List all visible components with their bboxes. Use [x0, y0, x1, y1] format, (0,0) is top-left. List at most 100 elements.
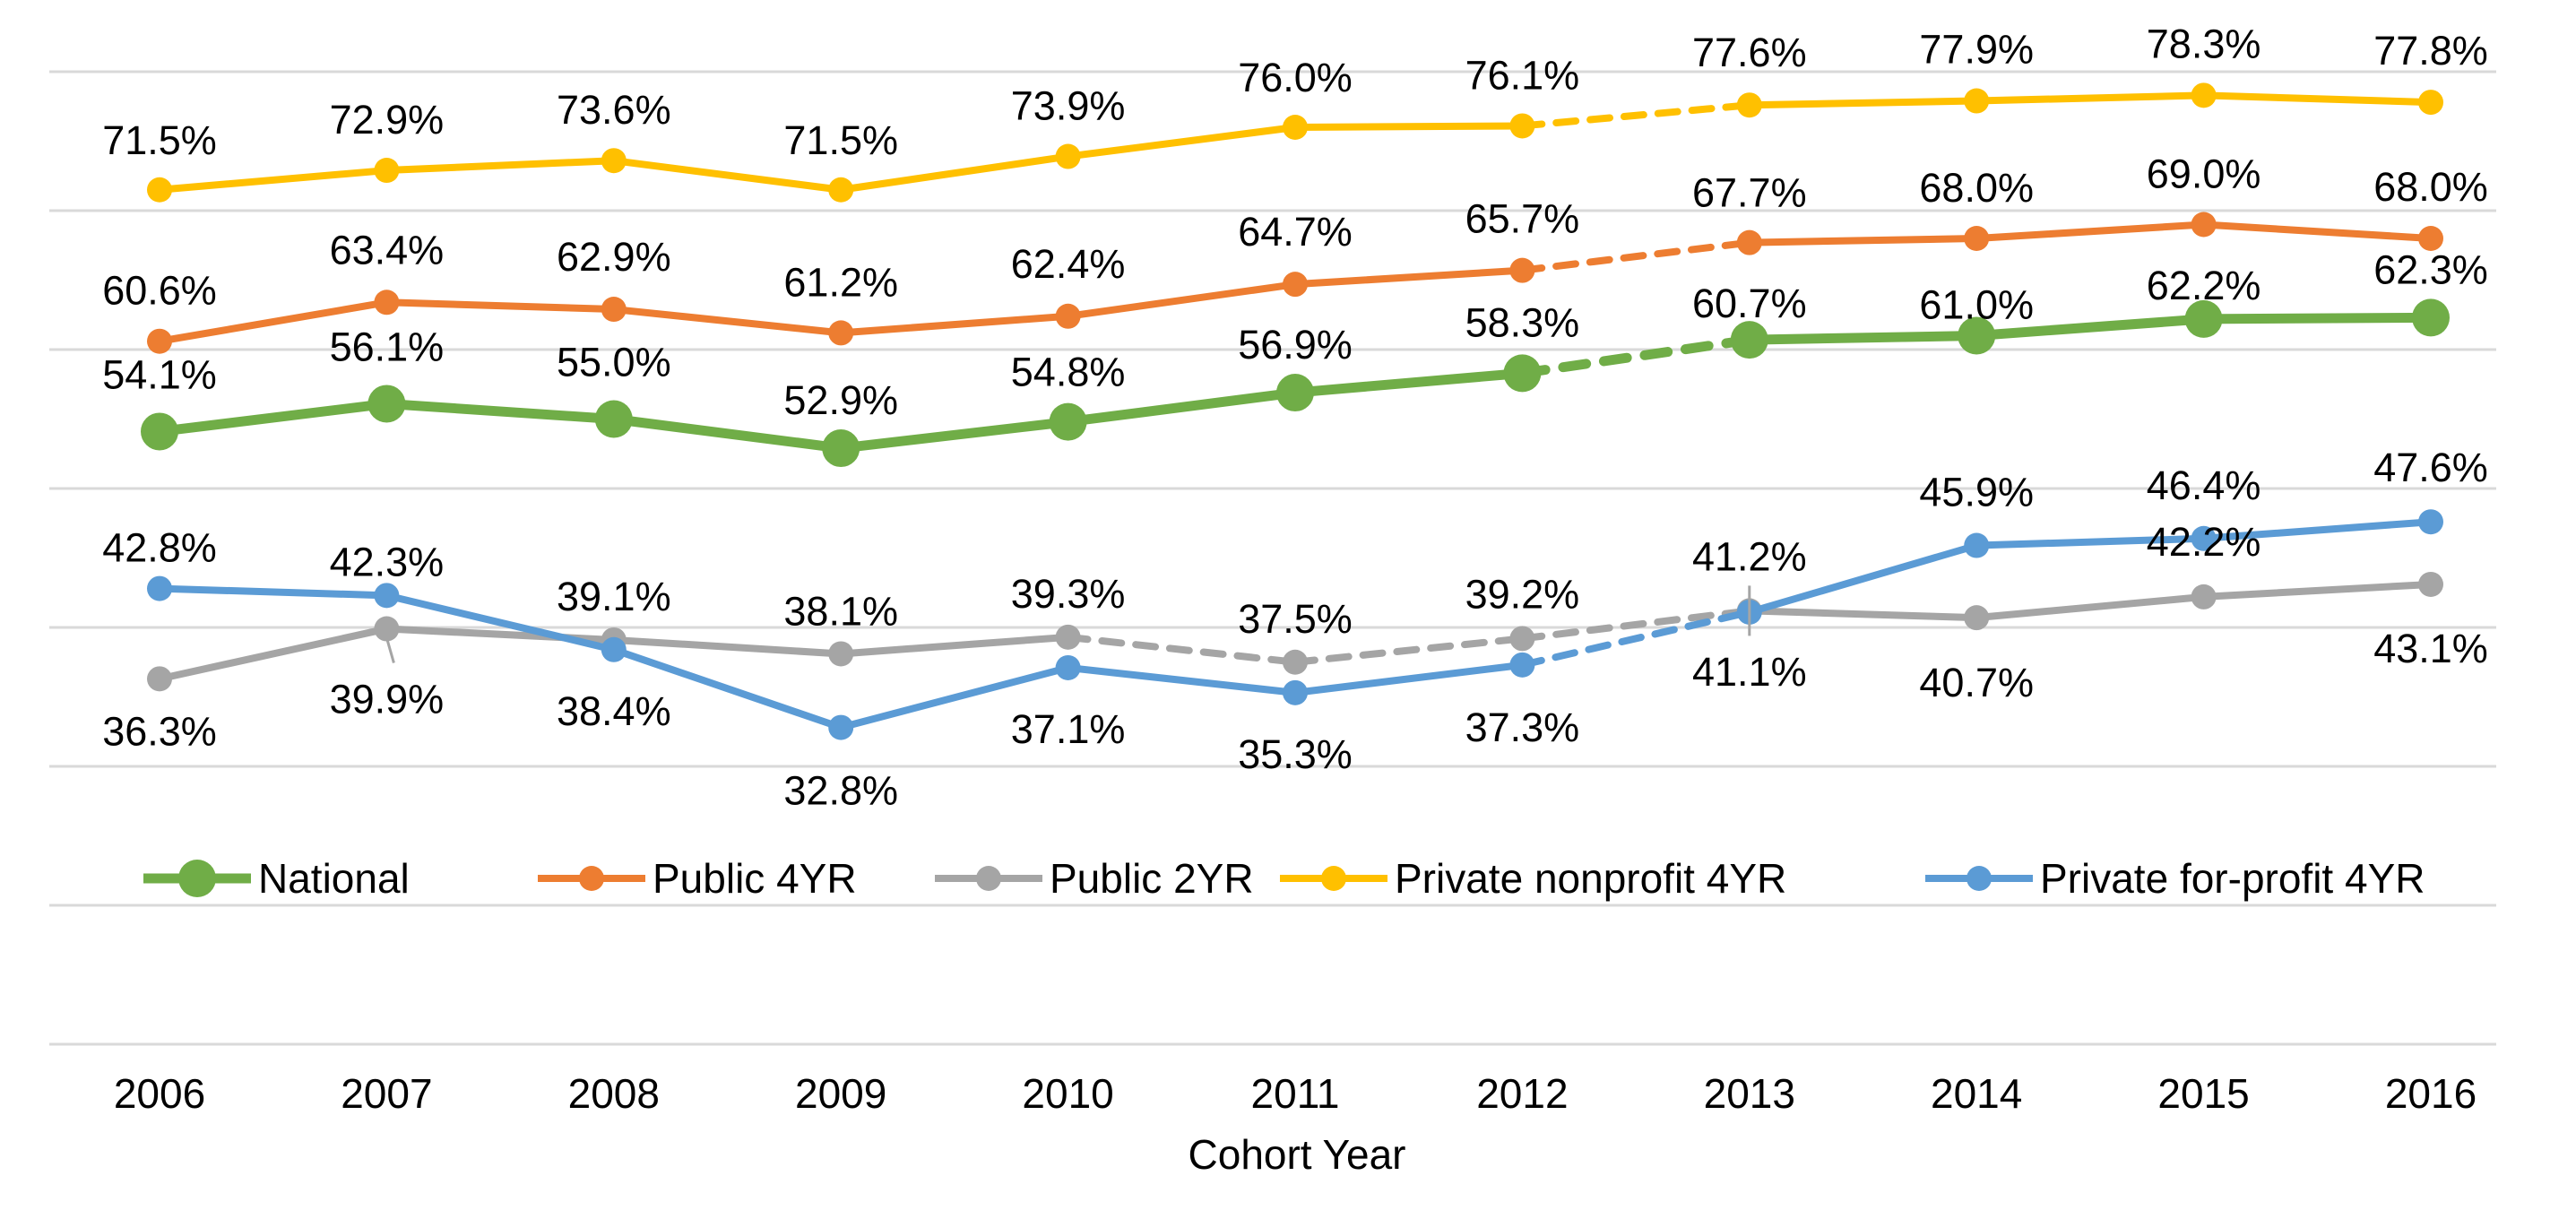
marker-private-nonprofit-4yr-2012 — [1509, 113, 1535, 139]
legend-label-public-4yr: Public 4YR — [653, 855, 857, 902]
x-tick-label-2013: 2013 — [1704, 1070, 1795, 1117]
line-segment-national-2 — [609, 414, 846, 454]
data-label-private-nonprofit-4yr-2015: 78.3% — [2147, 21, 2261, 66]
line-segment-public-2yr-2 — [609, 635, 845, 658]
marker-private-nonprofit-4yr-2008 — [601, 148, 627, 174]
marker-national-2016 — [2412, 298, 2450, 337]
line-segment-public-4yr-8 — [1973, 220, 2208, 242]
line-segment-private-for-profit-4yr-2 — [609, 645, 845, 731]
marker-national-2008 — [594, 400, 633, 438]
line-segment-public-2yr-3 — [837, 633, 1072, 658]
legend-item-public-2yr: Public 2YR — [935, 855, 1254, 902]
data-label-public-2yr-2012: 39.2% — [1465, 571, 1580, 617]
marker-public-2yr-2012 — [1509, 626, 1535, 652]
data-label-public-4yr-2015: 69.0% — [2147, 151, 2261, 197]
marker-national-2013 — [1730, 321, 1768, 359]
marker-private-for-profit-4yr-2016 — [2418, 509, 2443, 535]
line-segment-national-0 — [154, 398, 392, 437]
x-tick-label-2010: 2010 — [1022, 1070, 1113, 1117]
data-label-private-for-profit-4yr-2011: 35.3% — [1238, 731, 1353, 777]
data-label-private-nonprofit-4yr-2013: 77.6% — [1692, 30, 1807, 75]
data-label-public-2yr-2006: 36.3% — [102, 708, 217, 754]
data-label-private-nonprofit-4yr-2016: 77.8% — [2373, 28, 2488, 73]
data-label-national-2013: 60.7% — [1692, 281, 1807, 326]
marker-private-nonprofit-4yr-2010 — [1055, 143, 1081, 169]
marker-public-2yr-2015 — [2191, 584, 2217, 610]
x-axis: 2006 2007 2008 2009 2010 2011 2012 2013 2014 2015… — [114, 1070, 2477, 1117]
data-label-public-2yr-2014: 40.7% — [1919, 660, 2034, 705]
data-label-private-nonprofit-4yr-2009: 71.5% — [783, 117, 898, 163]
line-segment-private-nonprofit-4yr-9 — [2200, 91, 2434, 107]
marker-private-nonprofit-4yr-2014 — [1964, 88, 1990, 114]
marker-public-2yr-2006 — [147, 666, 172, 692]
marker-public-4yr-2010 — [1055, 303, 1081, 329]
line-segment-national-5 — [1290, 367, 1527, 398]
line-segment-private-for-profit-4yr-7 — [1745, 541, 1981, 616]
marker-private-nonprofit-4yr-2013 — [1736, 92, 1762, 118]
data-label-private-for-profit-4yr-2012: 37.3% — [1465, 705, 1580, 750]
data-label-national-2006: 54.1% — [102, 351, 217, 397]
data-label-public-2yr-2011: 37.5% — [1238, 596, 1353, 642]
marker-public-4yr-2009 — [828, 320, 854, 346]
line-segment-public-2yr-9 — [2200, 580, 2434, 601]
marker-public-2yr-2014 — [1964, 605, 1990, 631]
line-segment-private-for-profit-4yr-3 — [837, 663, 1072, 731]
line-segment-public-4yr-2 — [609, 306, 845, 337]
data-label-private-nonprofit-4yr-2007: 72.9% — [330, 97, 445, 143]
marker-public-2yr-2010 — [1055, 624, 1081, 650]
series-public-4yr — [147, 212, 2443, 354]
marker-national-2009 — [822, 429, 860, 468]
data-label-public-4yr-2016: 68.0% — [2373, 164, 2488, 210]
line-segment-public-2yr-0 — [156, 625, 391, 683]
data-label-private-nonprofit-4yr-2006: 71.5% — [102, 117, 217, 163]
data-label-national-2016: 62.3% — [2373, 246, 2488, 292]
x-tick-label-2016: 2016 — [2385, 1070, 2477, 1117]
line-segment-public-2yr-5 — [1292, 635, 1526, 666]
marker-private-for-profit-4yr-2014 — [1964, 532, 1990, 558]
line-segment-national-6 — [1517, 334, 1755, 378]
marker-private-for-profit-4yr-2007 — [374, 583, 400, 609]
marker-private-for-profit-4yr-2011 — [1283, 679, 1308, 705]
line-segment-national-1 — [381, 398, 619, 424]
x-tick-label-2008: 2008 — [568, 1070, 660, 1117]
data-label-private-nonprofit-4yr-2008: 73.6% — [557, 87, 671, 133]
series-private-nonprofit-4yr — [147, 82, 2443, 203]
data-label-national-2007: 56.1% — [330, 324, 445, 369]
marker-public-4yr-2006 — [147, 328, 172, 354]
line-segment-private-for-profit-4yr-8 — [1973, 534, 2208, 549]
line-segment-private-for-profit-4yr-9 — [2200, 518, 2434, 542]
line-segment-public-2yr-7 — [1745, 607, 1981, 622]
marker-public-4yr-2014 — [1964, 226, 1990, 251]
data-label-private-for-profit-4yr-2006: 42.8% — [102, 525, 217, 571]
marker-national-2011 — [1276, 374, 1314, 412]
marker-public-2yr-2007 — [374, 616, 400, 642]
data-label-national-2012: 58.3% — [1465, 299, 1580, 345]
line-segment-private-nonprofit-4yr-2 — [609, 157, 845, 194]
legend-label-private-for-profit-4yr: Private for-profit 4YR — [2040, 855, 2425, 902]
marker-public-4yr-2008 — [601, 297, 627, 323]
data-label-private-for-profit-4yr-2008: 38.4% — [557, 688, 671, 734]
line-segment-public-2yr-4 — [1064, 633, 1299, 666]
legend-item-private-for-profit-4yr: Private for-profit 4YR — [1925, 855, 2425, 902]
gridlines — [49, 70, 2496, 1046]
data-label-national-2014: 61.0% — [1919, 282, 2034, 328]
data-label-private-nonprofit-4yr-2014: 77.9% — [1919, 27, 2034, 73]
line-segment-public-4yr-4 — [1064, 281, 1299, 320]
data-label-public-4yr-2013: 67.7% — [1692, 170, 1807, 216]
line-segment-private-for-profit-4yr-0 — [156, 584, 391, 600]
line-segment-private-nonprofit-4yr-1 — [383, 157, 618, 175]
legend: National Public 4YR Public 2YR Private nonp… — [143, 855, 2425, 902]
legend-item-national: National — [143, 855, 410, 902]
marker-public-4yr-2011 — [1283, 272, 1308, 298]
data-label-public-4yr-2006: 60.6% — [102, 268, 217, 314]
line-segment-public-4yr-0 — [156, 298, 391, 345]
data-label-public-4yr-2010: 62.4% — [1011, 241, 1126, 287]
line-segment-private-for-profit-4yr-1 — [383, 592, 618, 653]
line-segment-private-nonprofit-4yr-0 — [156, 167, 391, 194]
data-label-private-for-profit-4yr-2007: 42.3% — [330, 539, 445, 584]
legend-swatch-marker-national — [178, 860, 216, 897]
legend-item-public-4yr: Public 4YR — [538, 855, 857, 902]
data-label-private-nonprofit-4yr-2012: 76.1% — [1465, 52, 1580, 98]
line-segment-private-for-profit-4yr-4 — [1064, 663, 1299, 696]
